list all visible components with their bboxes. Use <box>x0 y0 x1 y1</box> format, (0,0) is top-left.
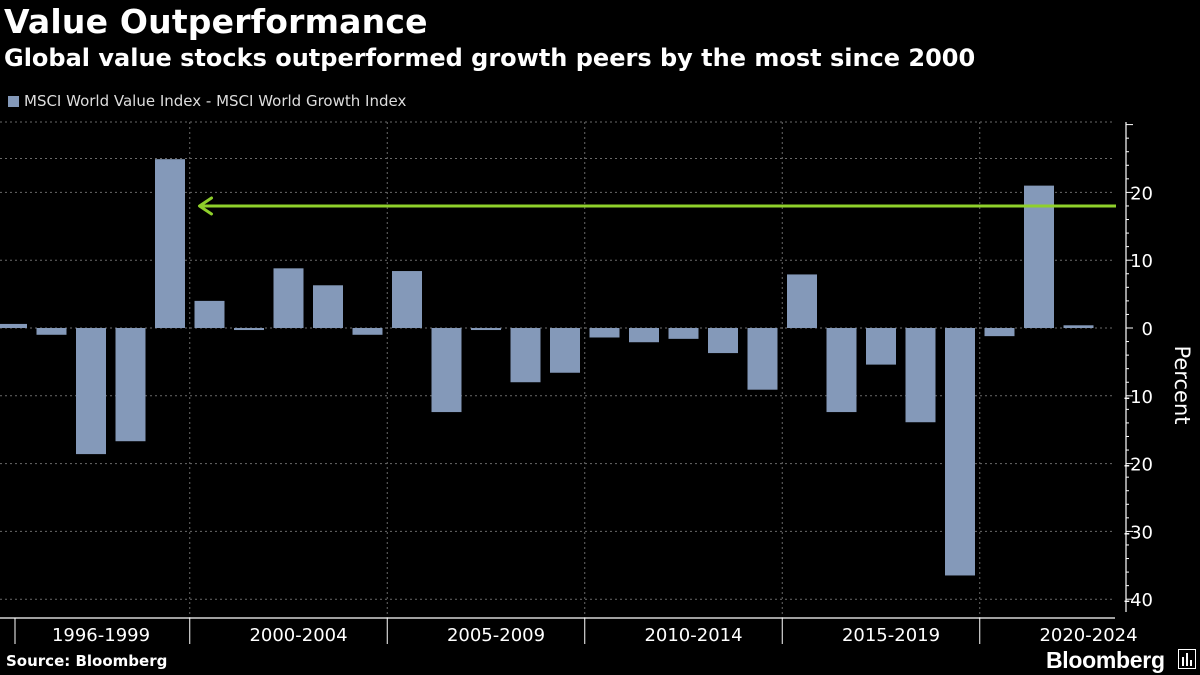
bar <box>155 159 185 328</box>
bar <box>866 328 896 365</box>
bar <box>668 328 699 339</box>
bar <box>905 328 936 423</box>
y-tick-label: -10 <box>1124 387 1153 408</box>
bar <box>984 328 1015 337</box>
bar <box>629 328 659 343</box>
x-group-label: 2010-2014 <box>644 625 742 646</box>
bar <box>787 274 817 328</box>
bar <box>550 328 580 373</box>
bar <box>36 328 67 335</box>
bar <box>747 328 778 390</box>
y-tick-label: 0 <box>1142 319 1153 340</box>
chart-title: Value Outperformance <box>4 2 428 41</box>
bar <box>76 328 106 455</box>
bar <box>1024 185 1054 328</box>
bar <box>115 328 146 442</box>
bar <box>510 328 541 383</box>
bar <box>0 323 27 328</box>
source-note: Source: Bloomberg <box>6 652 168 670</box>
y-tick-label: -40 <box>1124 590 1153 611</box>
chart-subtitle: Global value stocks outperformed growth … <box>4 44 976 72</box>
x-group-label: 1996-1999 <box>52 625 150 646</box>
x-group-label: 2020-2024 <box>1039 625 1137 646</box>
y-tick-label: 10 <box>1130 251 1153 272</box>
bar <box>352 328 383 335</box>
bar <box>708 328 738 354</box>
bar <box>471 328 501 331</box>
bar <box>826 328 857 413</box>
bar <box>589 328 620 338</box>
legend-label: MSCI World Value Index - MSCI World Grow… <box>24 92 407 110</box>
bar <box>1063 325 1094 328</box>
y-tick-label: -20 <box>1124 455 1153 476</box>
bar <box>392 271 422 328</box>
bar <box>194 300 225 328</box>
bar <box>945 328 975 576</box>
x-group-label: 2015-2019 <box>842 625 940 646</box>
legend-swatch <box>8 95 19 107</box>
bloomberg-badge-icon <box>1178 649 1196 669</box>
bar <box>273 268 304 328</box>
annotation-arrow-head <box>198 196 213 216</box>
y-tick-label: 20 <box>1130 183 1153 204</box>
x-group-label: 2000-2004 <box>249 625 347 646</box>
y-tick-label: -30 <box>1124 522 1153 543</box>
y-axis-title: Percent <box>1170 345 1194 424</box>
brand-logo: Bloomberg <box>1046 647 1165 673</box>
bar <box>431 328 462 413</box>
bar <box>234 328 264 331</box>
bar <box>313 285 343 328</box>
legend: MSCI World Value Index - MSCI World Grow… <box>8 92 406 110</box>
x-group-label: 2005-2009 <box>447 625 545 646</box>
